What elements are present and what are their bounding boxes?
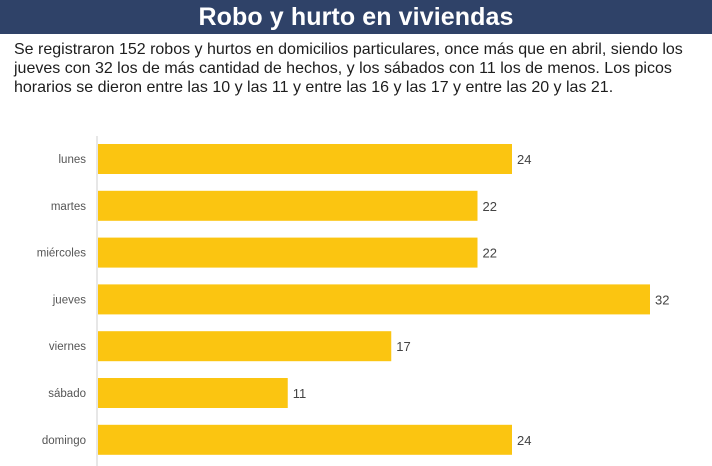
value-label: 22 [483, 199, 497, 214]
bar-1 [98, 190, 478, 221]
value-label: 24 [517, 433, 531, 448]
category-label: miércoles [37, 248, 86, 260]
bar-chart: lunes 24 martes 22 miércoles 22 jueves 32 vierne… [37, 136, 669, 466]
value-label: 32 [655, 292, 669, 307]
bar-3 [98, 284, 650, 315]
chart-description: Se registraron 152 robos y hurtos en dom… [14, 41, 683, 96]
bar-0 [98, 144, 512, 174]
category-label: domingo [42, 435, 86, 447]
chart-title: Robo y hurto en viviendas [198, 2, 514, 31]
bar-6 [98, 424, 512, 455]
value-label: 17 [396, 339, 410, 354]
category-label: lunes [59, 154, 87, 166]
value-label: 24 [517, 152, 531, 167]
bar-4 [98, 331, 392, 362]
value-label: 22 [483, 246, 497, 261]
bar-2 [98, 237, 478, 268]
value-label: 11 [293, 386, 307, 401]
category-label: jueves [52, 294, 86, 306]
category-label: sábado [48, 388, 86, 400]
category-label: viernes [49, 341, 86, 353]
title-banner: Robo y hurto en viviendas [0, 0, 712, 34]
category-label: martes [51, 201, 86, 213]
bar-5 [98, 378, 288, 408]
